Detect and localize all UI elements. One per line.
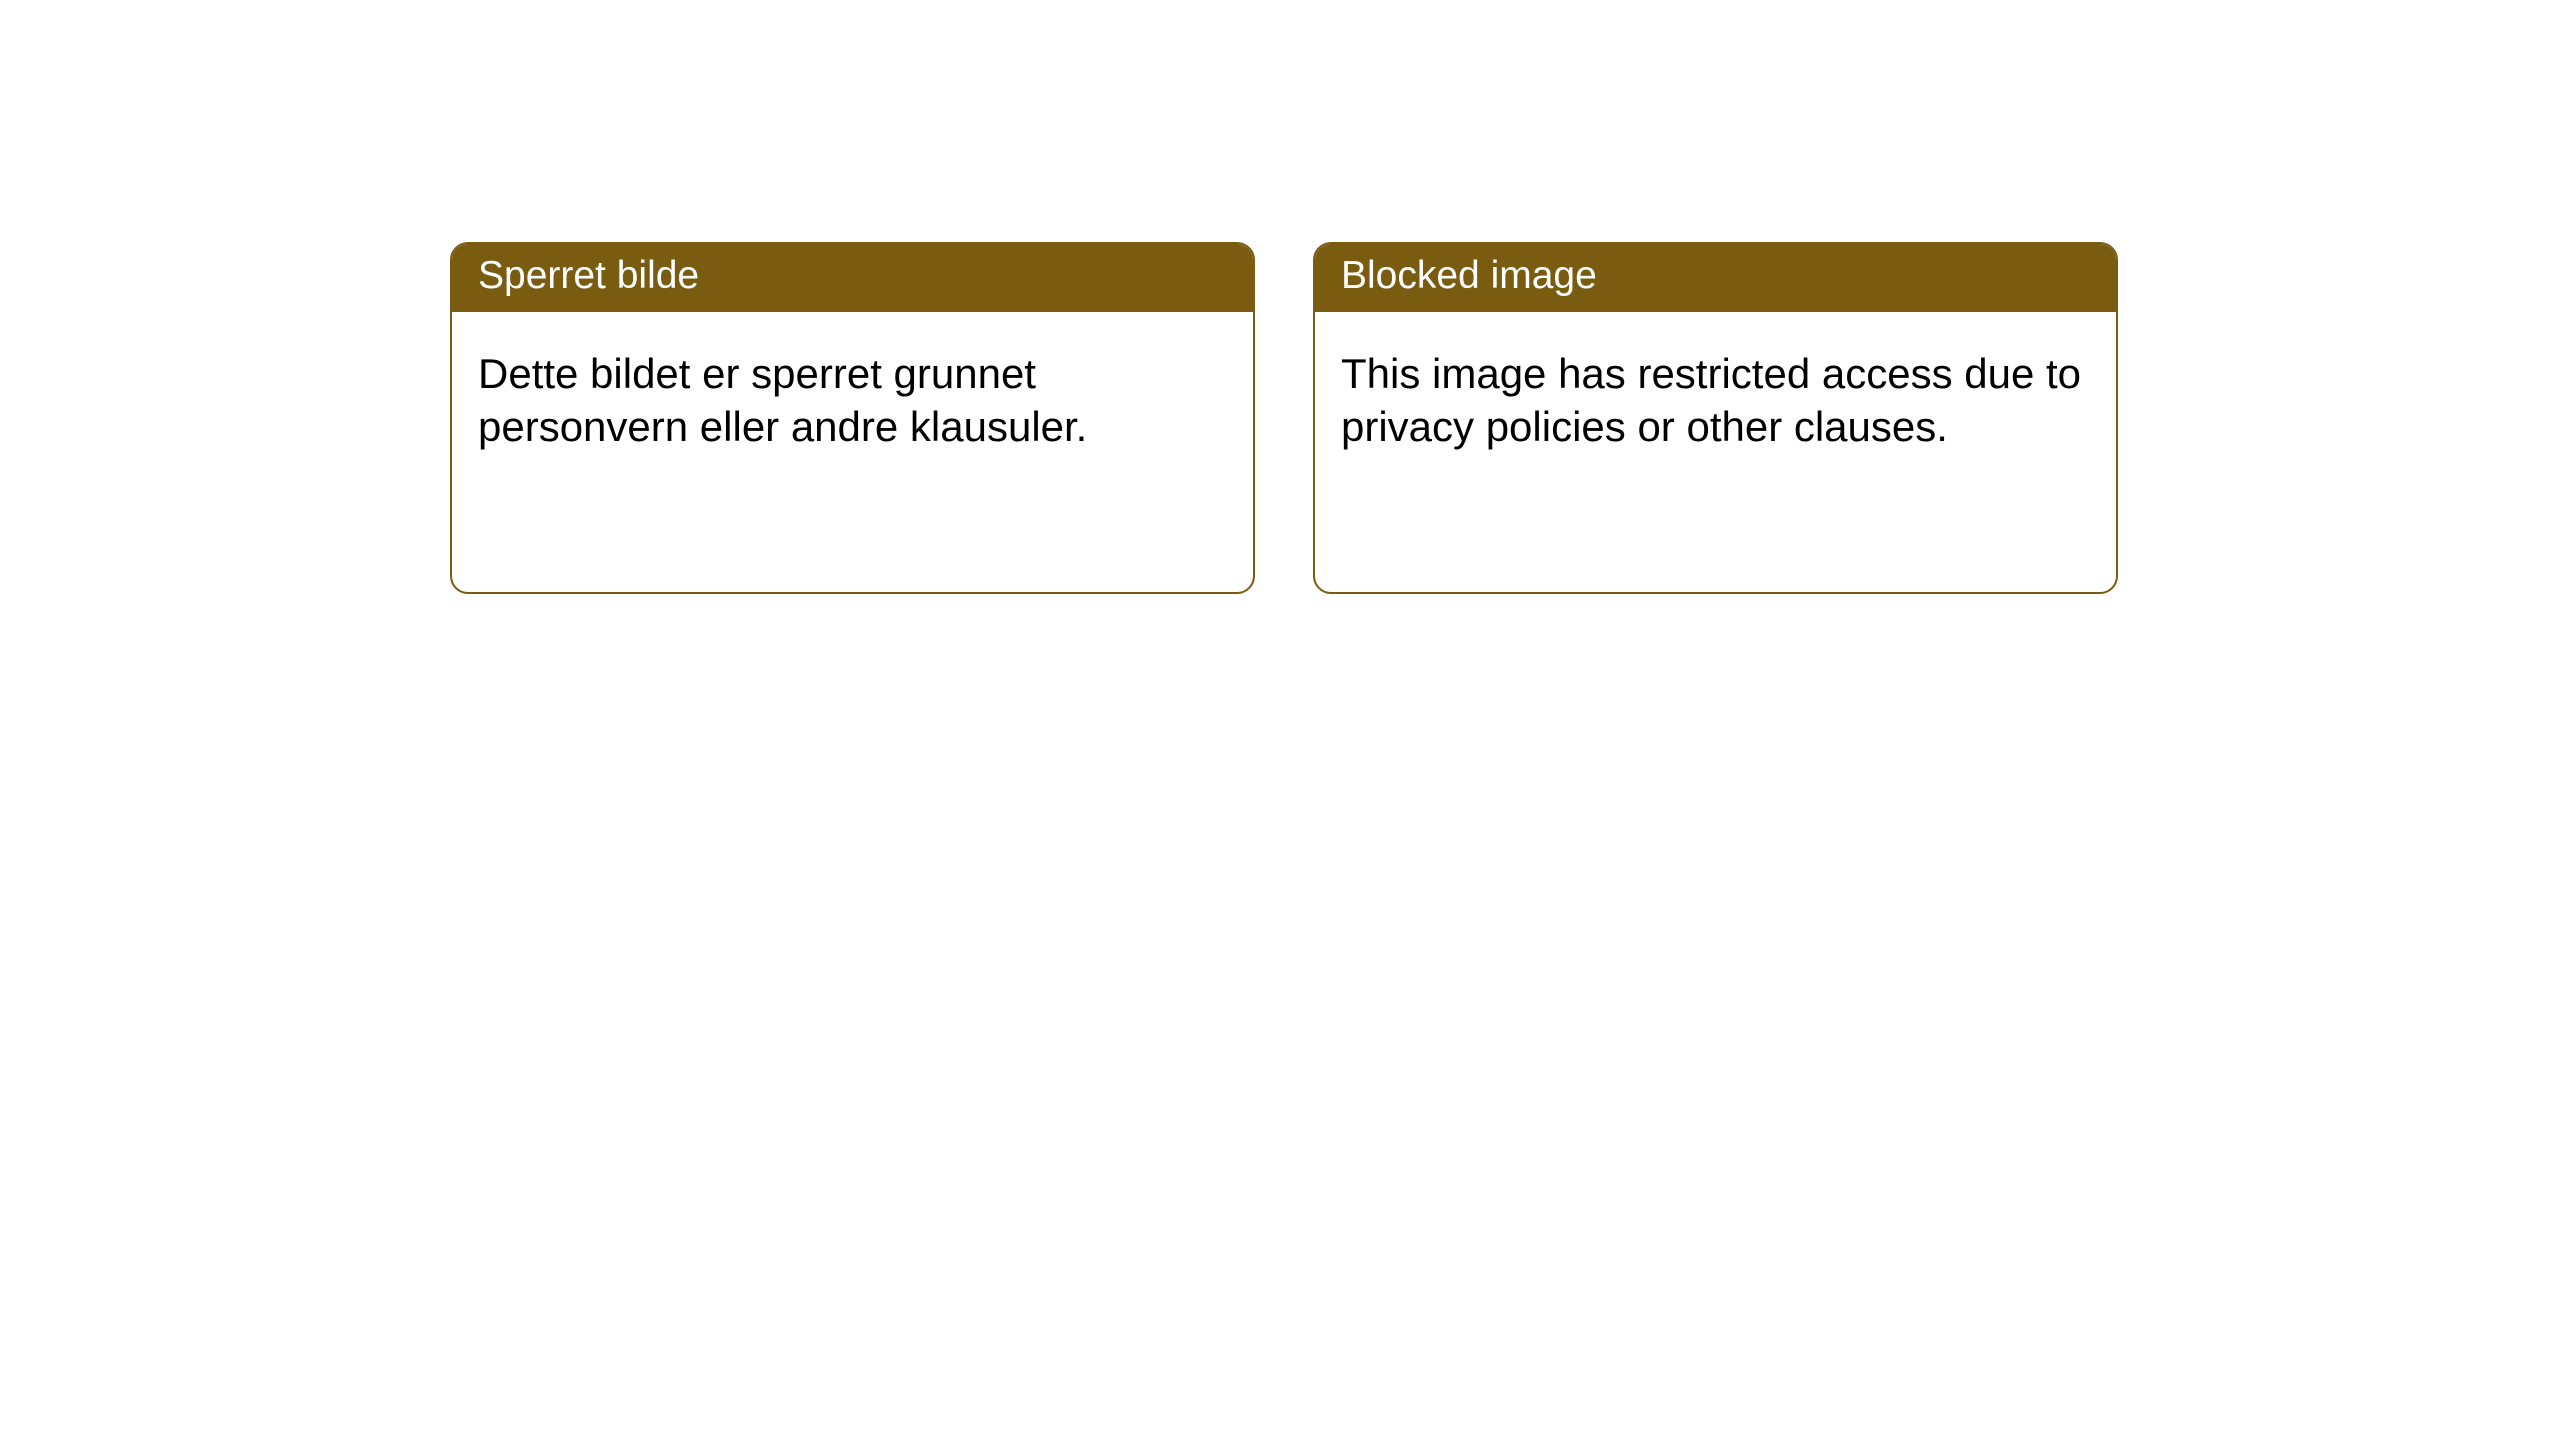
notice-card-body-text: Dette bildet er sperret grunnet personve… (478, 350, 1087, 450)
notice-card-header: Blocked image (1315, 244, 2116, 312)
notice-card-title: Sperret bilde (478, 254, 699, 297)
notice-card-body: This image has restricted access due to … (1315, 312, 2116, 592)
notice-card-title: Blocked image (1341, 254, 1597, 297)
notice-card-body-text: This image has restricted access due to … (1341, 350, 2081, 450)
notice-card-body: Dette bildet er sperret grunnet personve… (452, 312, 1253, 592)
notice-card-header: Sperret bilde (452, 244, 1253, 312)
notice-cards-container: Sperret bilde Dette bildet er sperret gr… (450, 242, 2560, 594)
notice-card-english: Blocked image This image has restricted … (1313, 242, 2118, 594)
notice-card-norwegian: Sperret bilde Dette bildet er sperret gr… (450, 242, 1255, 594)
